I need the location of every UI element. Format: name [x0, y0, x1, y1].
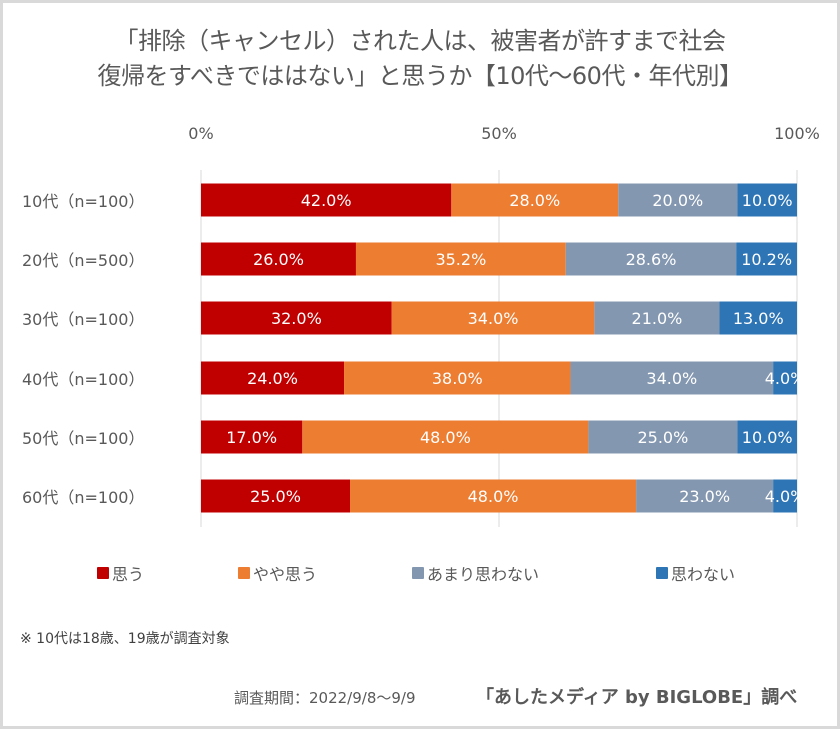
- category-label: 50代（n=100）: [22, 429, 145, 448]
- data-label: 13.0%: [733, 309, 784, 328]
- data-label: 10.2%: [741, 250, 792, 269]
- bar-segment: [719, 301, 797, 335]
- data-label: 24.0%: [247, 369, 298, 388]
- legend-label: 思う: [112, 565, 145, 584]
- data-label: 34.0%: [646, 369, 697, 388]
- bar-segment: [350, 479, 637, 513]
- footnote: ※ 10代は18歳、19歳が調査対象: [20, 631, 230, 647]
- data-label: 17.0%: [226, 428, 277, 447]
- bar-segment: [391, 301, 595, 335]
- legend-item: あまり思わない: [412, 561, 539, 585]
- bar-segment: [773, 361, 797, 395]
- category-label: 60代（n=100）: [22, 488, 145, 507]
- data-label: 25.0%: [250, 487, 301, 506]
- bar-segment: [636, 479, 774, 513]
- data-label: 48.0%: [420, 428, 471, 447]
- legend-item: 思う: [97, 561, 144, 585]
- chart-title-line-2: 復帰をすべきでははない」と思うか【10代〜60代・年代別】: [97, 62, 743, 90]
- category-label: 40代（n=100）: [22, 370, 145, 389]
- category-label: 20代（n=500）: [22, 251, 145, 270]
- data-label: 20.0%: [652, 191, 703, 210]
- bar-segment: [302, 420, 589, 454]
- bar-segment: [588, 420, 738, 454]
- data-label: 42.0%: [301, 191, 352, 210]
- data-label: 28.6%: [626, 250, 677, 269]
- data-label: 23.0%: [679, 487, 730, 506]
- category-label: 30代（n=100）: [22, 310, 145, 329]
- bar-segment: [344, 361, 571, 395]
- data-label: 21.0%: [632, 309, 683, 328]
- bar-segment: [451, 183, 619, 217]
- bar-segment: [570, 361, 774, 395]
- data-label: 25.0%: [637, 428, 688, 447]
- x-tick-label: 100%: [774, 124, 820, 143]
- bar-segment: [737, 420, 797, 454]
- legend-swatch: [656, 567, 668, 579]
- bar-segment: [565, 242, 737, 276]
- bar-segment: [201, 420, 303, 454]
- data-label: 48.0%: [468, 487, 519, 506]
- data-label: 34.0%: [468, 309, 519, 328]
- legend-item: 思わない: [656, 561, 735, 585]
- legend-label: 思わない: [671, 565, 736, 584]
- bar-segment: [201, 301, 392, 335]
- data-label: 38.0%: [432, 369, 483, 388]
- chart-title-line-1: 「排除（キャンセル）された人は、被害者が許すまで社会: [114, 27, 727, 55]
- bar-segment: [201, 479, 350, 513]
- bar-segment: [773, 479, 797, 513]
- data-label: 4.0%: [765, 369, 806, 388]
- x-tick-label: 0%: [188, 124, 214, 143]
- category-label: 10代（n=100）: [22, 192, 145, 211]
- data-label: 35.2%: [435, 250, 486, 269]
- bar-segment: [201, 242, 356, 276]
- data-label: 32.0%: [271, 309, 322, 328]
- bar-segment: [736, 242, 797, 276]
- bar-segment: [618, 183, 738, 217]
- data-label: 10.0%: [742, 428, 793, 447]
- data-label: 10.0%: [742, 191, 793, 210]
- legend-swatch: [238, 567, 250, 579]
- bar-segment: [201, 183, 452, 217]
- source-credit: 「あしたメディア by BIGLOBE」調べ: [476, 687, 798, 708]
- bar-segment: [355, 242, 566, 276]
- survey-period: 調査期間：2022/9/8〜9/9: [234, 689, 416, 707]
- x-tick-label: 50%: [481, 124, 517, 143]
- data-label: 4.0%: [765, 487, 806, 506]
- legend-swatch: [412, 567, 424, 579]
- legend-label: やや思う: [253, 565, 318, 584]
- legend-swatch: [97, 567, 109, 579]
- bar-segment: [594, 301, 720, 335]
- bar-segment: [201, 361, 345, 395]
- data-label: 28.0%: [509, 191, 560, 210]
- legend-label: あまり思わない: [427, 565, 540, 584]
- legend-item: やや思う: [238, 561, 317, 585]
- bar-segment: [737, 183, 797, 217]
- data-label: 26.0%: [253, 250, 304, 269]
